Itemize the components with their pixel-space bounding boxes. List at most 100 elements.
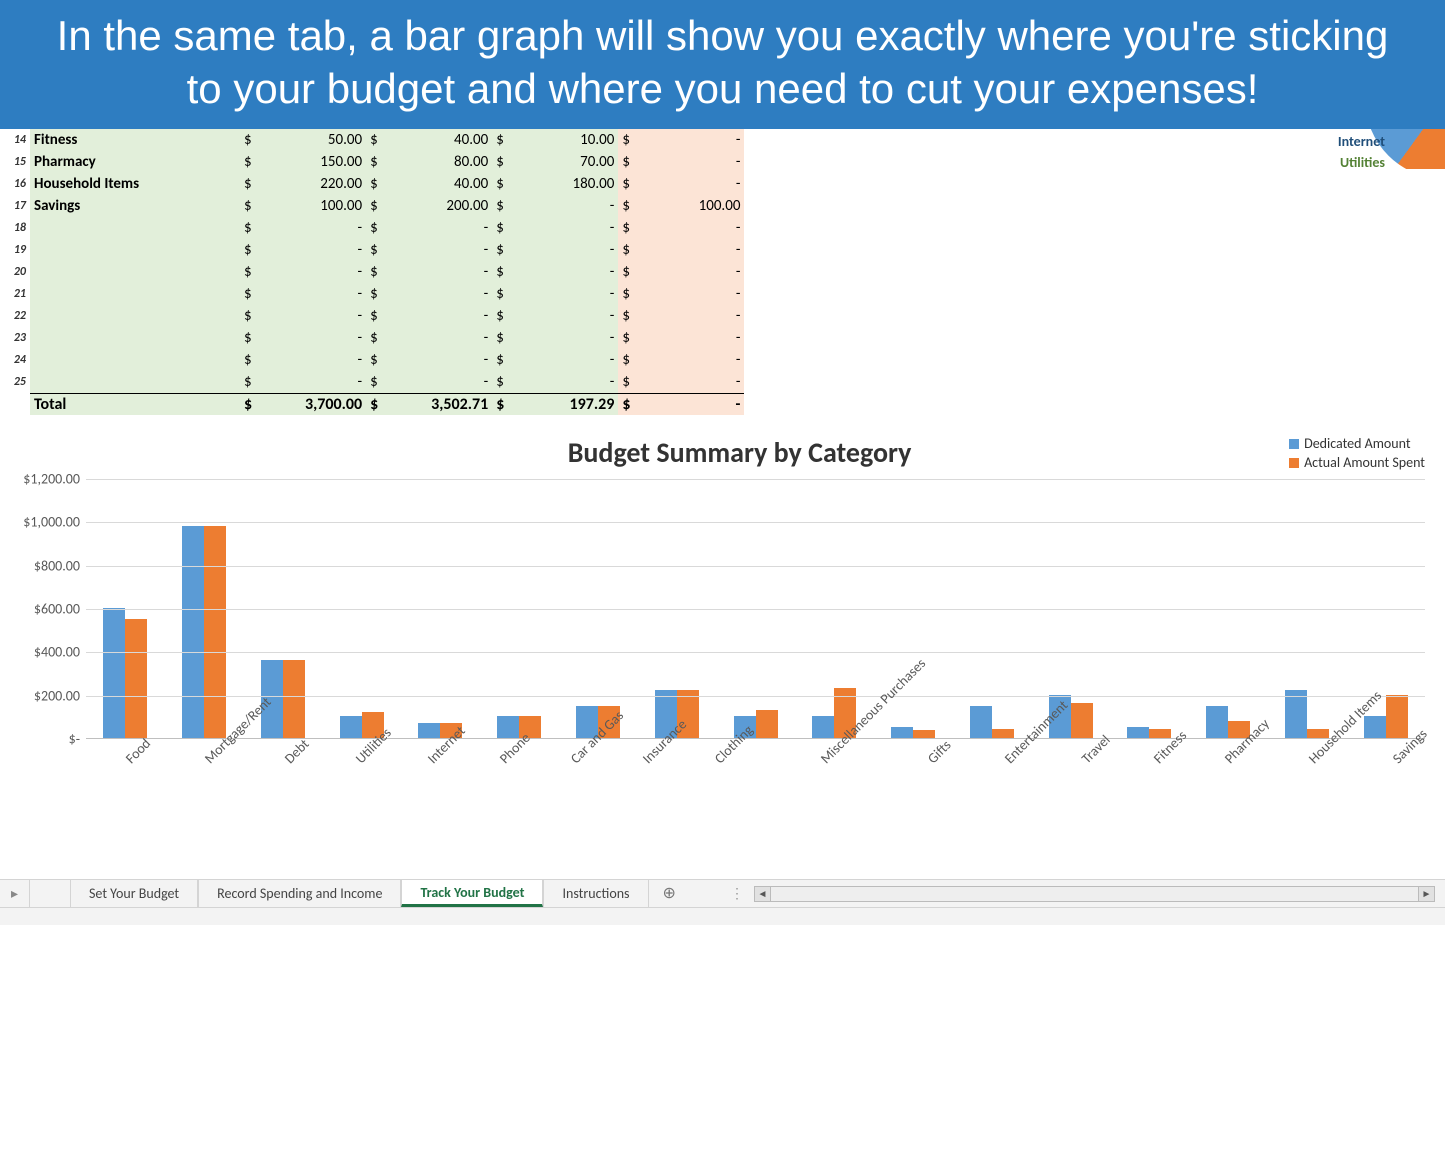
category-cell[interactable]: Fitness (30, 129, 240, 151)
worksheet-tab[interactable]: Record Spending and Income (198, 880, 401, 907)
legend-item: Actual Amount Spent (1289, 454, 1425, 471)
under-cell[interactable]: 180.00 (508, 173, 618, 195)
worksheet-tab[interactable]: Set Your Budget (70, 880, 198, 907)
category-cell[interactable] (30, 349, 240, 371)
under-cell[interactable]: - (508, 283, 618, 305)
y-axis-label: $800.00 (6, 557, 80, 574)
gridline (86, 479, 1425, 480)
over-cell[interactable]: - (634, 305, 744, 327)
table-row: 17Savings$100.00$200.00$-$100.00 (0, 195, 744, 217)
worksheet-tab[interactable]: Instructions (543, 880, 648, 907)
x-axis-label: Savings (1353, 739, 1425, 879)
dedicated-cell[interactable]: - (256, 239, 366, 261)
dedicated-cell[interactable]: - (256, 349, 366, 371)
worksheet-tab[interactable]: Track Your Budget (401, 880, 543, 907)
over-cell[interactable]: - (634, 261, 744, 283)
actual-cell[interactable]: 200.00 (382, 195, 492, 217)
category-cell[interactable] (30, 261, 240, 283)
under-cell[interactable]: - (508, 217, 618, 239)
row-number: 14 (0, 129, 30, 151)
over-cell[interactable]: 100.00 (634, 195, 744, 217)
over-cell[interactable]: - (634, 327, 744, 349)
over-cell[interactable]: - (634, 129, 744, 151)
bar-dedicated (103, 608, 125, 738)
actual-cell[interactable]: - (382, 349, 492, 371)
dedicated-cell[interactable]: - (256, 371, 366, 393)
table-row: 18$-$-$-$- (0, 217, 744, 239)
scroll-right-button[interactable]: ► (1418, 887, 1434, 901)
bar-dedicated (182, 526, 204, 738)
dedicated-cell[interactable]: - (256, 305, 366, 327)
under-cell[interactable]: 10.00 (508, 129, 618, 151)
over-cell[interactable]: - (634, 151, 744, 173)
add-sheet-button[interactable]: ⊕ (649, 880, 690, 908)
under-cell[interactable]: - (508, 349, 618, 371)
bar-actual (1386, 695, 1408, 738)
x-axis-label: Clothing (675, 739, 747, 879)
category-cell[interactable] (30, 239, 240, 261)
row-number: 22 (0, 305, 30, 327)
actual-cell[interactable]: - (382, 371, 492, 393)
dedicated-cell[interactable]: - (256, 327, 366, 349)
actual-cell[interactable]: 80.00 (382, 151, 492, 173)
gridline (86, 652, 1425, 653)
bottom-strip (0, 907, 1445, 925)
category-cell[interactable] (30, 371, 240, 393)
gridline (86, 522, 1425, 523)
dedicated-cell[interactable]: 220.00 (256, 173, 366, 195)
actual-cell[interactable]: 40.00 (382, 129, 492, 151)
row-number: 20 (0, 261, 30, 283)
dedicated-cell[interactable]: 100.00 (256, 195, 366, 217)
over-cell[interactable]: - (634, 239, 744, 261)
dedicated-cell[interactable]: - (256, 283, 366, 305)
actual-cell[interactable]: - (382, 239, 492, 261)
info-banner: In the same tab, a bar graph will show y… (0, 0, 1445, 129)
scroll-left-button[interactable]: ◄ (755, 887, 771, 901)
y-axis-label: $200.00 (6, 687, 80, 704)
y-axis-label: $600.00 (6, 601, 80, 618)
gridline (86, 696, 1425, 697)
over-cell[interactable]: - (634, 371, 744, 393)
actual-cell[interactable]: - (382, 217, 492, 239)
under-cell[interactable]: - (508, 305, 618, 327)
under-cell[interactable]: - (508, 195, 618, 217)
table-row: 24$-$-$-$- (0, 349, 744, 371)
category-cell[interactable]: Household Items (30, 173, 240, 195)
dedicated-cell[interactable]: - (256, 217, 366, 239)
under-cell[interactable]: - (508, 327, 618, 349)
legend-swatch (1289, 439, 1299, 449)
over-cell[interactable]: - (634, 349, 744, 371)
category-cell[interactable] (30, 327, 240, 349)
under-cell[interactable]: - (508, 239, 618, 261)
actual-cell[interactable]: - (382, 327, 492, 349)
actual-cell[interactable]: - (382, 305, 492, 327)
category-cell[interactable]: Savings (30, 195, 240, 217)
tab-nav-caret[interactable]: ▸ (0, 880, 30, 907)
x-axis-label: Utilities (316, 739, 388, 879)
dedicated-cell[interactable]: 150.00 (256, 151, 366, 173)
category-cell[interactable] (30, 305, 240, 327)
bar-dedicated (891, 727, 913, 738)
x-axis-label: Miscellaneous Purchases (747, 739, 889, 879)
dedicated-cell[interactable]: 50.00 (256, 129, 366, 151)
over-cell[interactable]: - (634, 283, 744, 305)
horizontal-scrollbar[interactable]: ◄ ► (754, 886, 1435, 902)
over-cell[interactable]: - (634, 173, 744, 195)
category-cell[interactable] (30, 217, 240, 239)
actual-cell[interactable]: 40.00 (382, 173, 492, 195)
actual-cell[interactable]: - (382, 261, 492, 283)
legend-label: Dedicated Amount (1304, 435, 1411, 452)
table-row: 25$-$-$-$- (0, 371, 744, 393)
table-row: 16Household Items$220.00$40.00$180.00$- (0, 173, 744, 195)
under-cell[interactable]: - (508, 261, 618, 283)
under-cell[interactable]: 70.00 (508, 151, 618, 173)
over-cell[interactable]: - (634, 217, 744, 239)
actual-cell[interactable]: - (382, 283, 492, 305)
pie-label-utilities: Utilities (1340, 152, 1385, 173)
category-cell[interactable] (30, 283, 240, 305)
bar-actual (204, 526, 226, 738)
bar-dedicated (812, 716, 834, 738)
category-cell[interactable]: Pharmacy (30, 151, 240, 173)
dedicated-cell[interactable]: - (256, 261, 366, 283)
under-cell[interactable]: - (508, 371, 618, 393)
